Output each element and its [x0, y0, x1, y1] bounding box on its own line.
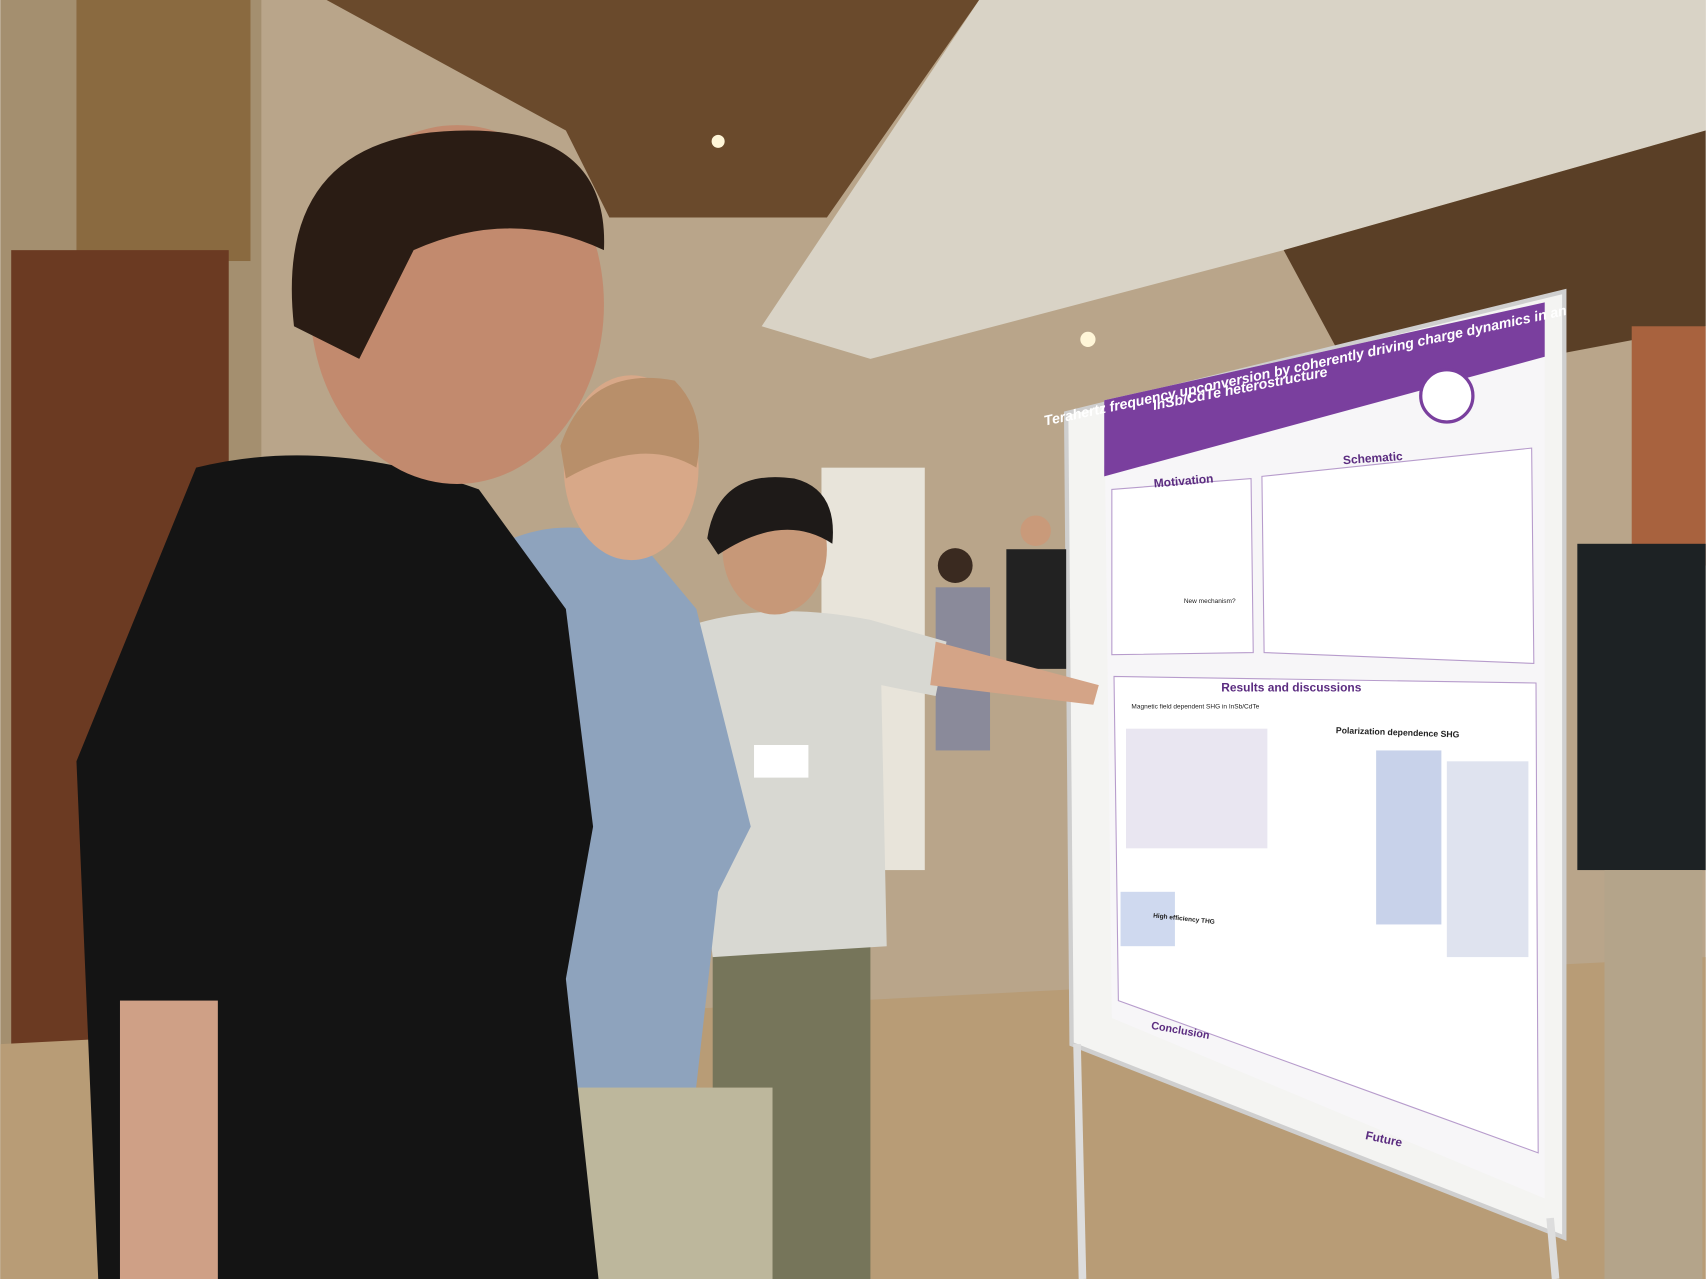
university-logo [1419, 368, 1475, 424]
figure [1376, 750, 1442, 925]
poster-header [1104, 302, 1545, 477]
wood-carving [76, 0, 251, 262]
presenter-arm [930, 641, 1099, 705]
person-head [1020, 515, 1051, 546]
figure [1446, 761, 1529, 958]
person [1577, 543, 1706, 871]
section-header: Results and discussions [1221, 681, 1362, 695]
subheader: Magnetic field dependent SHG in InSb/CdT… [1131, 704, 1259, 711]
section-header: Schematic [1342, 449, 1403, 467]
balcony-underside [761, 0, 1706, 359]
ceiling-slats [1283, 130, 1706, 392]
presenter-hair [707, 477, 833, 555]
person-head [937, 548, 973, 583]
ceiling-light [711, 134, 725, 148]
board-leg [1073, 1043, 1087, 1279]
name-badge [754, 744, 809, 778]
presenter-shirt [674, 611, 947, 958]
person [1604, 870, 1703, 1279]
wooden-ceiling [326, 0, 980, 218]
figure [1125, 728, 1268, 849]
person [1006, 549, 1067, 669]
figure [1120, 891, 1175, 947]
board-leg [1546, 1217, 1560, 1279]
schematic-panel [1261, 447, 1535, 664]
subheader: New mechanism? [1184, 598, 1236, 605]
man-arm [119, 1000, 218, 1279]
ceiling-light [1080, 331, 1096, 347]
motivation-panel [1111, 477, 1254, 656]
man-hair [291, 130, 605, 359]
subheader: Polarization dependence SHG [1336, 725, 1460, 739]
man-pants [565, 1087, 773, 1279]
brick-wall [1631, 326, 1706, 566]
section-header: Motivation [1153, 471, 1214, 490]
man-hair [560, 377, 700, 479]
